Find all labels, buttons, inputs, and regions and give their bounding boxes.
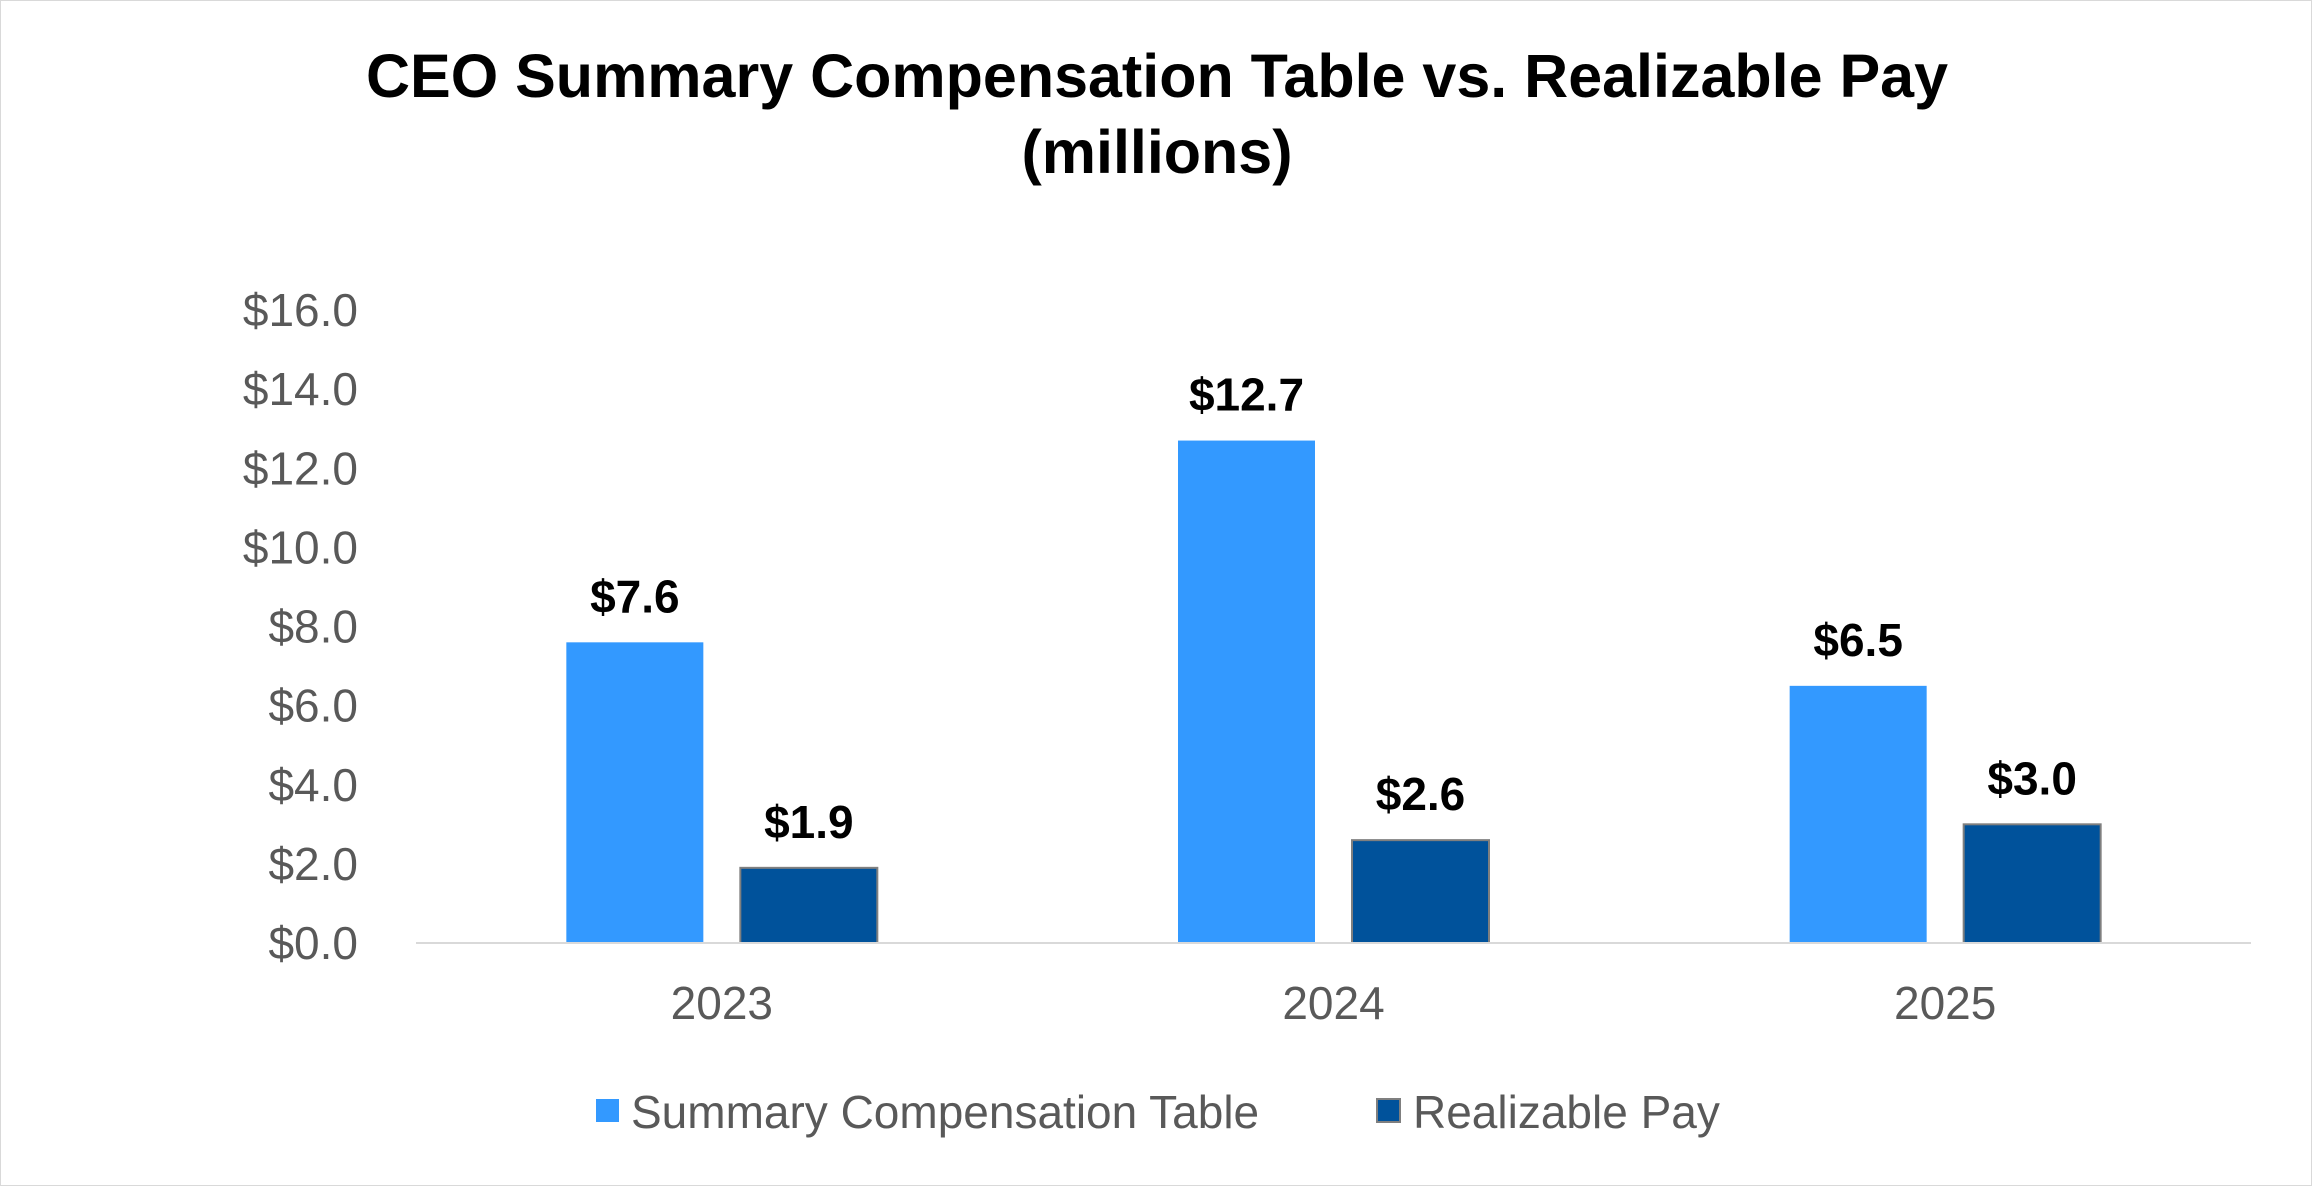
bar-2023-realizable-pay bbox=[739, 866, 879, 944]
y-tick-label: $8.0 bbox=[268, 601, 358, 653]
chart-title-line-2: (millions) bbox=[1021, 118, 1292, 186]
data-label: $1.9 bbox=[764, 796, 854, 848]
bars-layer bbox=[566, 440, 2102, 945]
legend-swatch bbox=[596, 1099, 619, 1122]
bar-2025-summary-compensation bbox=[1789, 685, 1927, 943]
legend: Summary Compensation Table Realizable Pay bbox=[596, 1086, 1720, 1138]
y-tick-label: $12.0 bbox=[243, 442, 358, 494]
bar-2023-summary-compensation bbox=[566, 642, 704, 943]
y-tick-label: $16.0 bbox=[243, 284, 358, 336]
x-tick-label: 2024 bbox=[1282, 977, 1384, 1029]
bar-2025-realizable-pay bbox=[1962, 823, 2102, 944]
data-label: $7.6 bbox=[590, 570, 680, 622]
y-tick-label: $14.0 bbox=[243, 363, 358, 415]
y-tick-label: $10.0 bbox=[243, 521, 358, 573]
chart-title: CEO Summary Compensation Table vs. Reali… bbox=[366, 42, 1948, 186]
data-label: $2.6 bbox=[1376, 768, 1466, 820]
data-labels-layer: $7.6 $1.9 $12.7 $2.6 $6.5 $3.0 bbox=[590, 369, 2077, 848]
y-tick-label: $4.0 bbox=[268, 759, 358, 811]
y-tick-label: $6.0 bbox=[268, 680, 358, 732]
bar-2024-realizable-pay bbox=[1351, 839, 1490, 945]
data-label: $3.0 bbox=[1987, 752, 2077, 804]
y-axis: $0.0 $2.0 $4.0 $6.0 $8.0 $10.0 $12.0 $14.0 $16.0 bbox=[243, 284, 358, 969]
y-tick-label: $0.0 bbox=[268, 917, 358, 969]
y-tick-label: $2.0 bbox=[268, 838, 358, 890]
legend-label: Realizable Pay bbox=[1413, 1086, 1720, 1138]
chart-title-line-1: CEO Summary Compensation Table vs. Reali… bbox=[366, 42, 1948, 110]
x-axis: 2023 2024 2025 bbox=[671, 977, 1997, 1029]
legend-label: Summary Compensation Table bbox=[631, 1086, 1259, 1138]
bar-2024-summary-compensation bbox=[1178, 440, 1315, 943]
data-label: $12.7 bbox=[1189, 369, 1304, 421]
data-label: $6.5 bbox=[1813, 614, 1903, 666]
x-tick-label: 2025 bbox=[1894, 977, 1996, 1029]
x-tick-label: 2023 bbox=[671, 977, 773, 1029]
legend-swatch bbox=[1376, 1098, 1401, 1123]
